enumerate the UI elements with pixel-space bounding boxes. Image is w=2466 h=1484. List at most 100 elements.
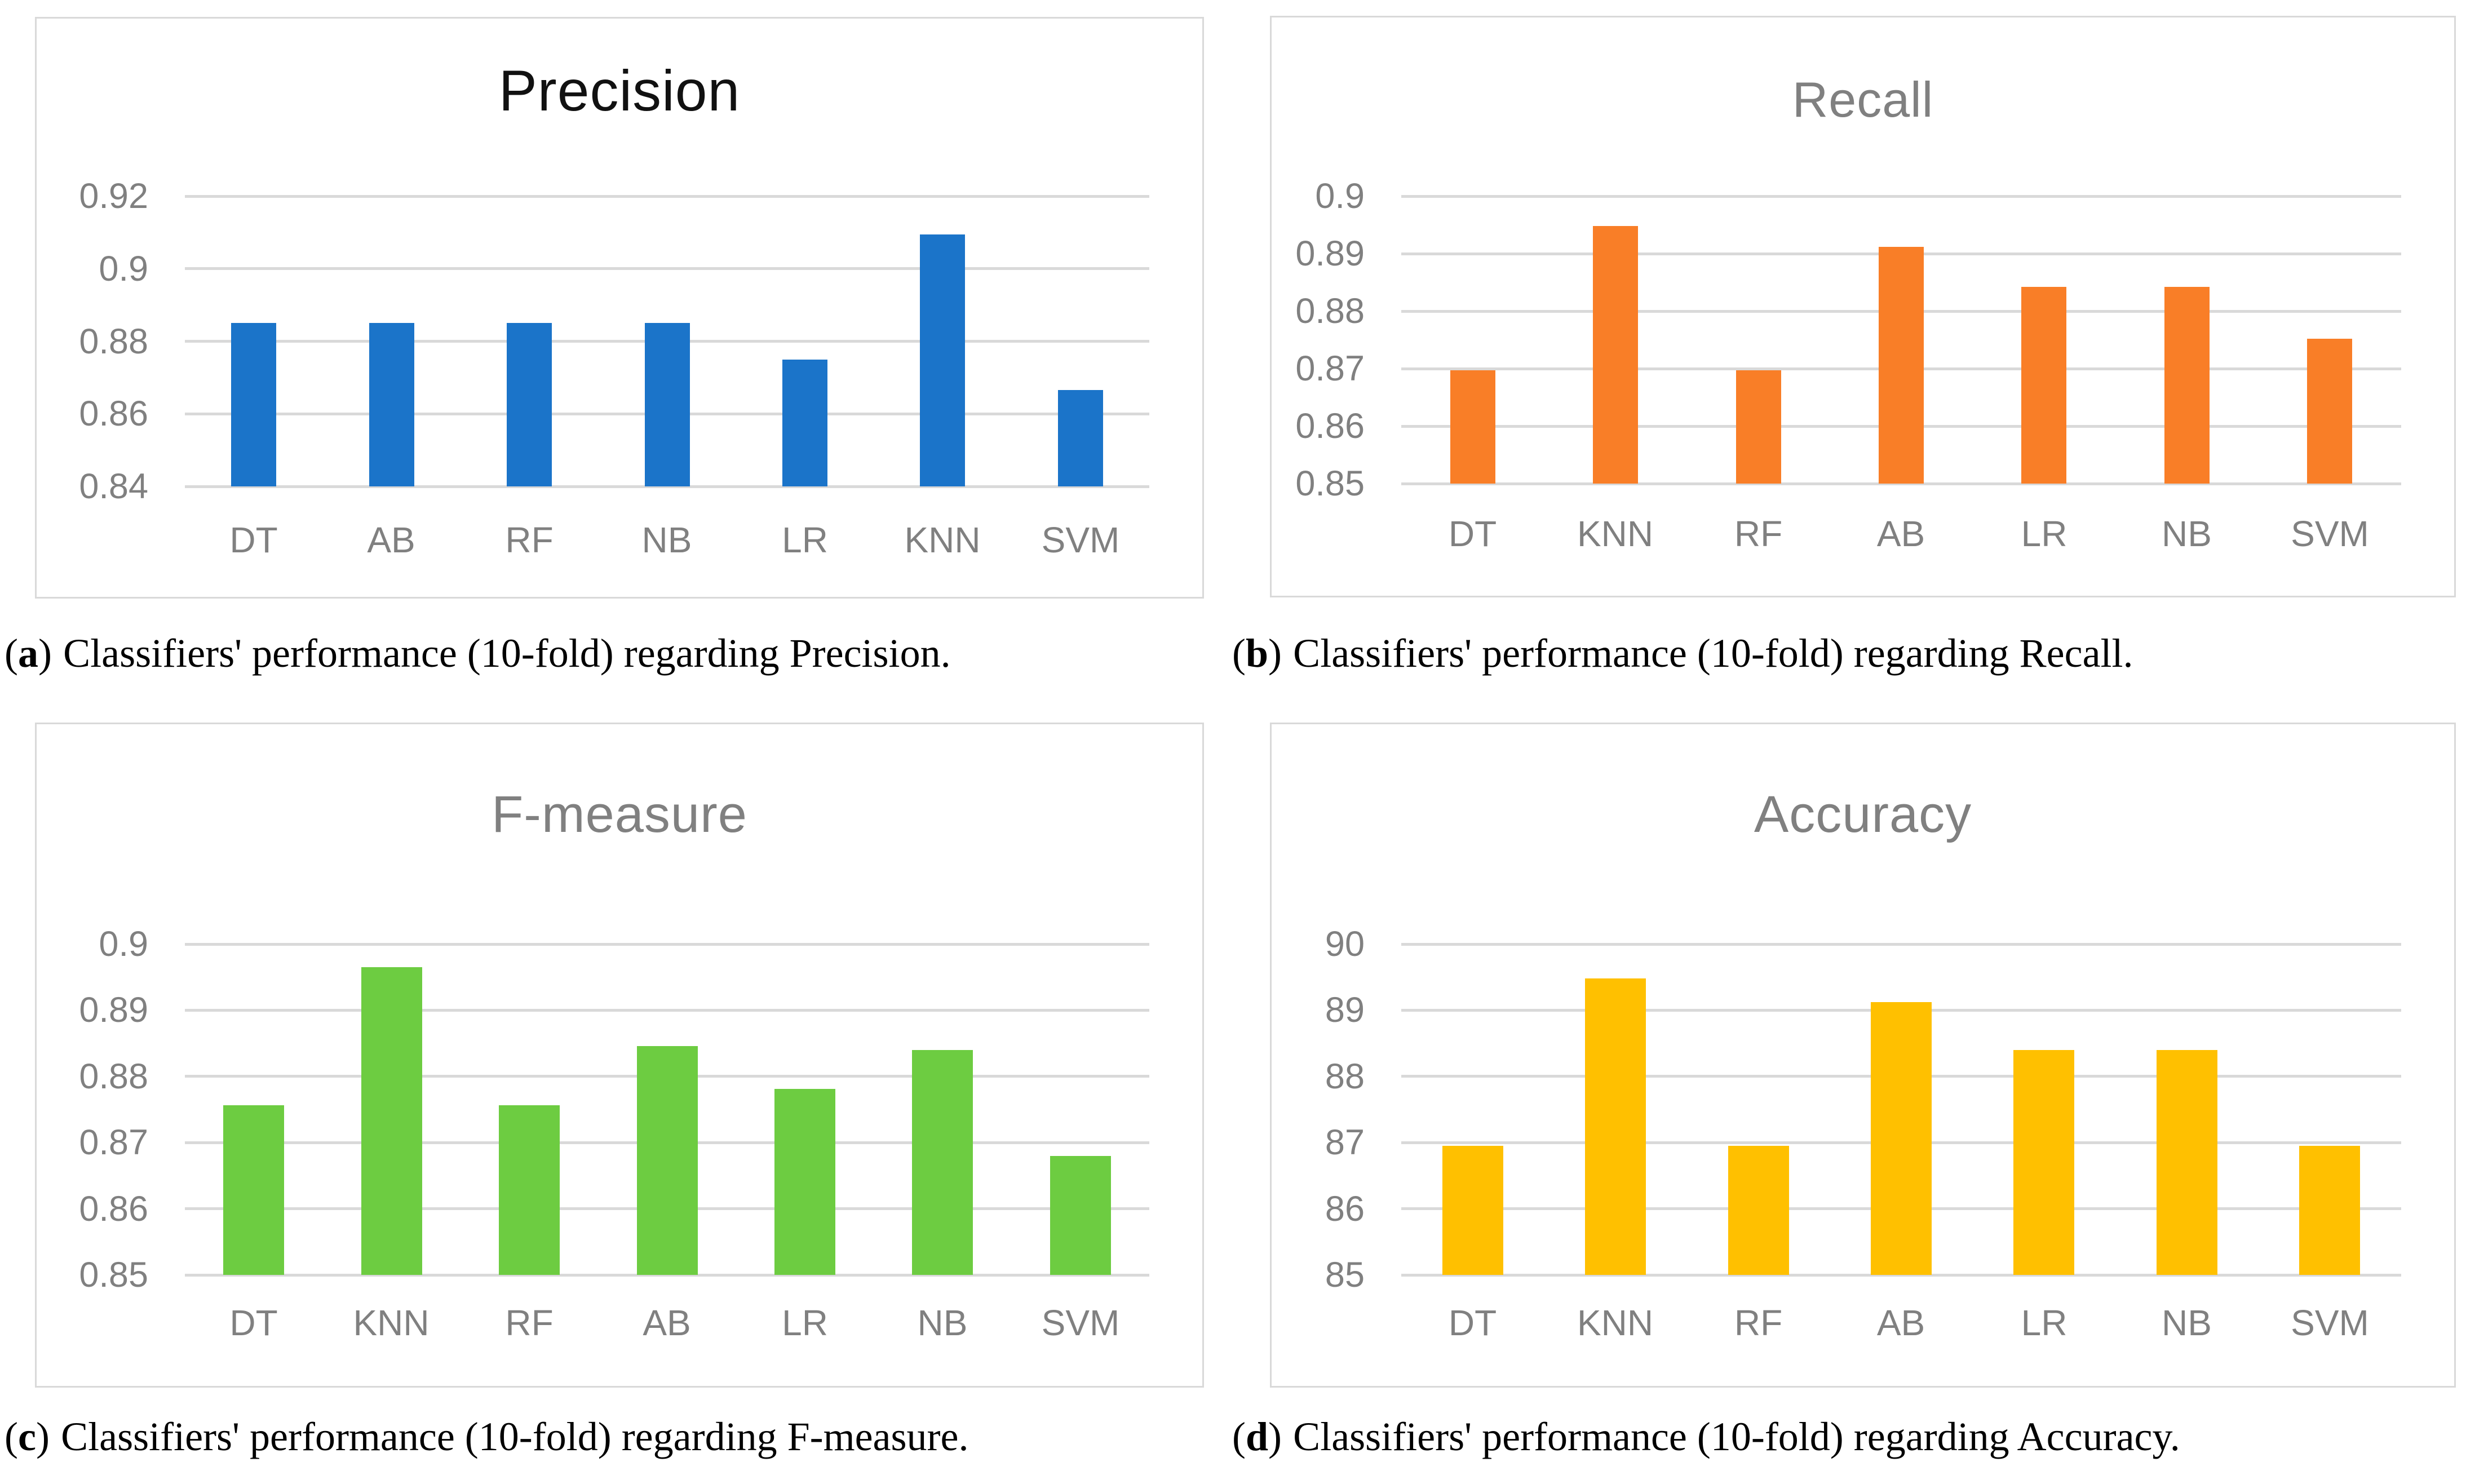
y-tick-label: 89: [1325, 990, 1365, 1030]
bar-ab: [1871, 1002, 1932, 1275]
y-tick-label: 0.85: [1295, 464, 1365, 503]
x-category-label: DT: [229, 520, 278, 560]
y-tick-label: 88: [1325, 1057, 1365, 1096]
gridline: [185, 485, 1149, 488]
y-tick-label: 0.89: [79, 990, 148, 1030]
x-category-label: SVM: [2291, 1303, 2369, 1343]
x-category-label: RF: [505, 520, 554, 560]
bar-ab: [369, 323, 414, 486]
x-category-label: AB: [367, 520, 415, 560]
y-tick-label: 85: [1325, 1255, 1365, 1295]
gridline: [1401, 943, 2401, 946]
x-category-label: AB: [1876, 1303, 1925, 1343]
caption-d-marker: (d): [1232, 1414, 1282, 1459]
bar-lr: [774, 1089, 835, 1275]
y-tick-label: 0.9: [99, 249, 148, 289]
x-category-label: SVM: [2291, 513, 2369, 554]
caption-d: (d) Classifiers' performance (10-fold) re…: [1232, 1414, 2180, 1460]
x-category-label: RF: [505, 1303, 554, 1343]
y-tick-label: 0.9: [1315, 176, 1365, 216]
x-category-label: AB: [1876, 513, 1925, 554]
y-tick-label: 87: [1325, 1123, 1365, 1162]
caption-d-text: Classifiers' performance (10-fold) regar…: [1293, 1414, 2180, 1459]
caption-c-text: Classifiers' performance (10-fold) regar…: [61, 1414, 969, 1459]
y-tick-label: 86: [1325, 1189, 1365, 1229]
x-category-label: LR: [2021, 513, 2067, 554]
y-tick-label: 90: [1325, 924, 1365, 964]
x-category-label: AB: [643, 1303, 691, 1343]
x-category-label: SVM: [1041, 520, 1120, 560]
chart-title-recall: Recall: [1792, 72, 1934, 127]
gridline: [185, 267, 1149, 270]
caption-b-marker: (b): [1232, 631, 1282, 676]
gridline: [1401, 1274, 2401, 1277]
y-tick-label: 0.89: [1295, 234, 1365, 273]
caption-b: (b) Classifiers' performance (10-fold) re…: [1232, 630, 2133, 677]
bar-rf: [1736, 370, 1781, 484]
bar-svm: [2299, 1146, 2360, 1275]
x-category-label: KNN: [353, 1303, 430, 1343]
y-tick-label: 0.88: [79, 1057, 148, 1096]
y-tick-label: 0.84: [79, 467, 148, 506]
bar-dt: [231, 323, 276, 486]
x-category-label: KNN: [904, 520, 981, 560]
y-tick-label: 0.86: [79, 1189, 148, 1229]
bar-dt: [1442, 1146, 1503, 1275]
x-category-label: NB: [917, 1303, 968, 1343]
chart-title-accuracy: Accuracy: [1754, 786, 1972, 843]
x-category-label: LR: [782, 520, 828, 560]
x-category-label: LR: [782, 1303, 828, 1343]
bar-knn: [920, 234, 965, 486]
x-category-label: RF: [1734, 513, 1783, 554]
bar-svm: [1058, 390, 1103, 486]
caption-b-text: Classifiers' performance (10-fold) regar…: [1293, 631, 2133, 676]
bar-nb: [645, 323, 690, 486]
caption-c: (c) Classifiers' performance (10-fold) re…: [5, 1414, 968, 1460]
bar-dt: [1450, 370, 1495, 484]
x-category-label: DT: [1448, 1303, 1497, 1343]
gridline: [185, 195, 1149, 198]
x-category-label: KNN: [1577, 513, 1654, 554]
x-category-label: NB: [2162, 1303, 2212, 1343]
chart-title-f-measure: F-measure: [492, 786, 747, 843]
caption-a: (a) Classifiers' performance (10-fold) re…: [5, 630, 951, 677]
gridline: [1401, 195, 2401, 198]
x-category-label: KNN: [1577, 1303, 1654, 1343]
bar-nb: [912, 1050, 973, 1275]
bar-dt: [223, 1105, 284, 1275]
bar-rf: [1728, 1146, 1789, 1275]
y-tick-label: 0.87: [1295, 349, 1365, 388]
bar-knn: [361, 967, 422, 1275]
y-tick-label: 0.88: [79, 322, 148, 361]
bar-lr: [2021, 287, 2066, 484]
x-category-label: DT: [229, 1303, 278, 1343]
chart-panel-recall: Recall 0.9 0.89 0.88 0.87 0.86 0.85 DT KNN RF AB LR…: [1270, 16, 2456, 597]
caption-a-text: Classifiers' performance (10-fold) regar…: [63, 631, 951, 676]
chart-panel-accuracy: Accuracy 90 89 88 87 86 85 DT KNN RF AB LR NB SVM: [1270, 723, 2456, 1388]
gridline: [185, 943, 1149, 946]
bar-ab: [637, 1046, 698, 1275]
x-category-label: NB: [2162, 513, 2212, 554]
y-tick-label: 0.92: [79, 176, 148, 216]
chart-panel-precision: Precision 0.92 0.9 0.88 0.86 0.84 DT AB RF NB LR KN…: [35, 17, 1204, 599]
bar-nb: [2164, 287, 2210, 484]
gridline: [185, 1274, 1149, 1277]
chart-title-precision: Precision: [498, 59, 741, 123]
bar-rf: [499, 1105, 560, 1275]
bar-knn: [1593, 226, 1638, 484]
chart-panel-fmeasure: F-measure 0.9 0.89 0.88 0.87 0.86 0.85 DT KNN RF A…: [35, 723, 1204, 1388]
y-tick-label: 0.88: [1295, 291, 1365, 331]
gridline: [1401, 482, 2401, 485]
y-tick-label: 0.86: [79, 394, 148, 433]
gridline: [185, 1009, 1149, 1012]
y-tick-label: 0.87: [79, 1123, 148, 1162]
bar-svm: [2307, 339, 2352, 484]
caption-a-marker: (a): [5, 631, 52, 676]
bar-nb: [2157, 1050, 2217, 1275]
bar-rf: [507, 323, 552, 486]
x-category-label: NB: [641, 520, 692, 560]
bar-ab: [1879, 247, 1924, 484]
y-tick-label: 0.9: [99, 924, 148, 964]
y-tick-label: 0.86: [1295, 406, 1365, 446]
